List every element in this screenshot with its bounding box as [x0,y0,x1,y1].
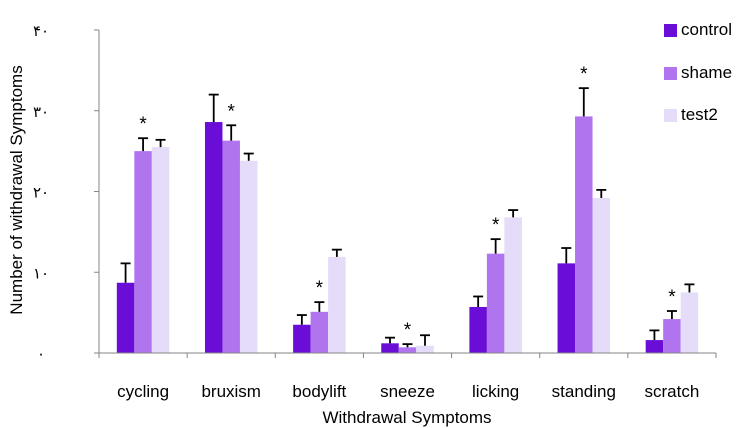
plot-area: * * * * * * * [116,64,699,354]
x-tick-label: licking [472,382,519,401]
y-tick-label: ۱۰ [33,265,49,282]
x-tick-label: sneeze [380,382,435,401]
x-tick-label: bodylift [292,382,346,401]
bar-shame [134,151,152,353]
y-tick-label: ۰ [37,346,45,363]
bar-control [293,324,311,353]
bar-test2 [680,292,699,353]
bar-test2 [416,345,434,353]
legend-label-shame: shame [681,63,733,82]
bar-shame [310,311,329,353]
legend-swatch-test2 [664,108,677,122]
bar-control [469,306,487,353]
x-tick-label: standing [552,382,616,401]
legend-label-control: control [681,20,733,39]
bar-shame [575,116,593,353]
bar-test2 [151,147,170,353]
bar-shame [663,319,681,353]
x-axis-title: Withdrawal Symptoms [322,408,491,427]
legend-label-test2: test2 [681,105,718,124]
x-tick-label: bruxism [201,382,261,401]
x-tick-label: cycling [117,382,169,401]
significance-marker: * [316,278,324,299]
bar-control [645,340,664,353]
legend-swatch-control [664,23,677,37]
legend-item-shame: shame [664,62,732,84]
y-tick-label: ۴۰ [33,23,49,40]
bar-control [204,122,223,354]
bar-shame [222,140,240,353]
legend-swatch-shame [664,66,677,80]
bar-test2 [592,197,611,353]
bar-control [381,343,399,353]
bar-test2 [239,160,258,353]
significance-marker: * [139,114,147,135]
y-tick-label: ۳۰ [33,104,49,121]
bar-test2 [504,217,522,353]
bar-shame [486,253,505,353]
y-tick-label: ۲۰ [33,185,49,202]
legend-item-test2: test2 [664,104,718,126]
legend-item-control: control [664,19,732,41]
x-tick-label: scratch [645,382,700,401]
y-axis-title: Number of withdrawal Symptoms [7,65,26,314]
significance-marker: * [404,320,412,341]
significance-marker: * [580,64,588,85]
significance-marker: * [668,287,676,308]
axis-ticks: ۰ ۱۰ ۲۰ ۳۰ ۴۰ cycling bruxism bodylift sneeze lic… [33,23,717,401]
bar-control [116,282,135,353]
bar-test2 [328,256,346,353]
bar-shame [398,347,417,353]
significance-marker: * [228,101,236,122]
significance-marker: * [492,215,500,236]
bar-control [557,263,576,353]
